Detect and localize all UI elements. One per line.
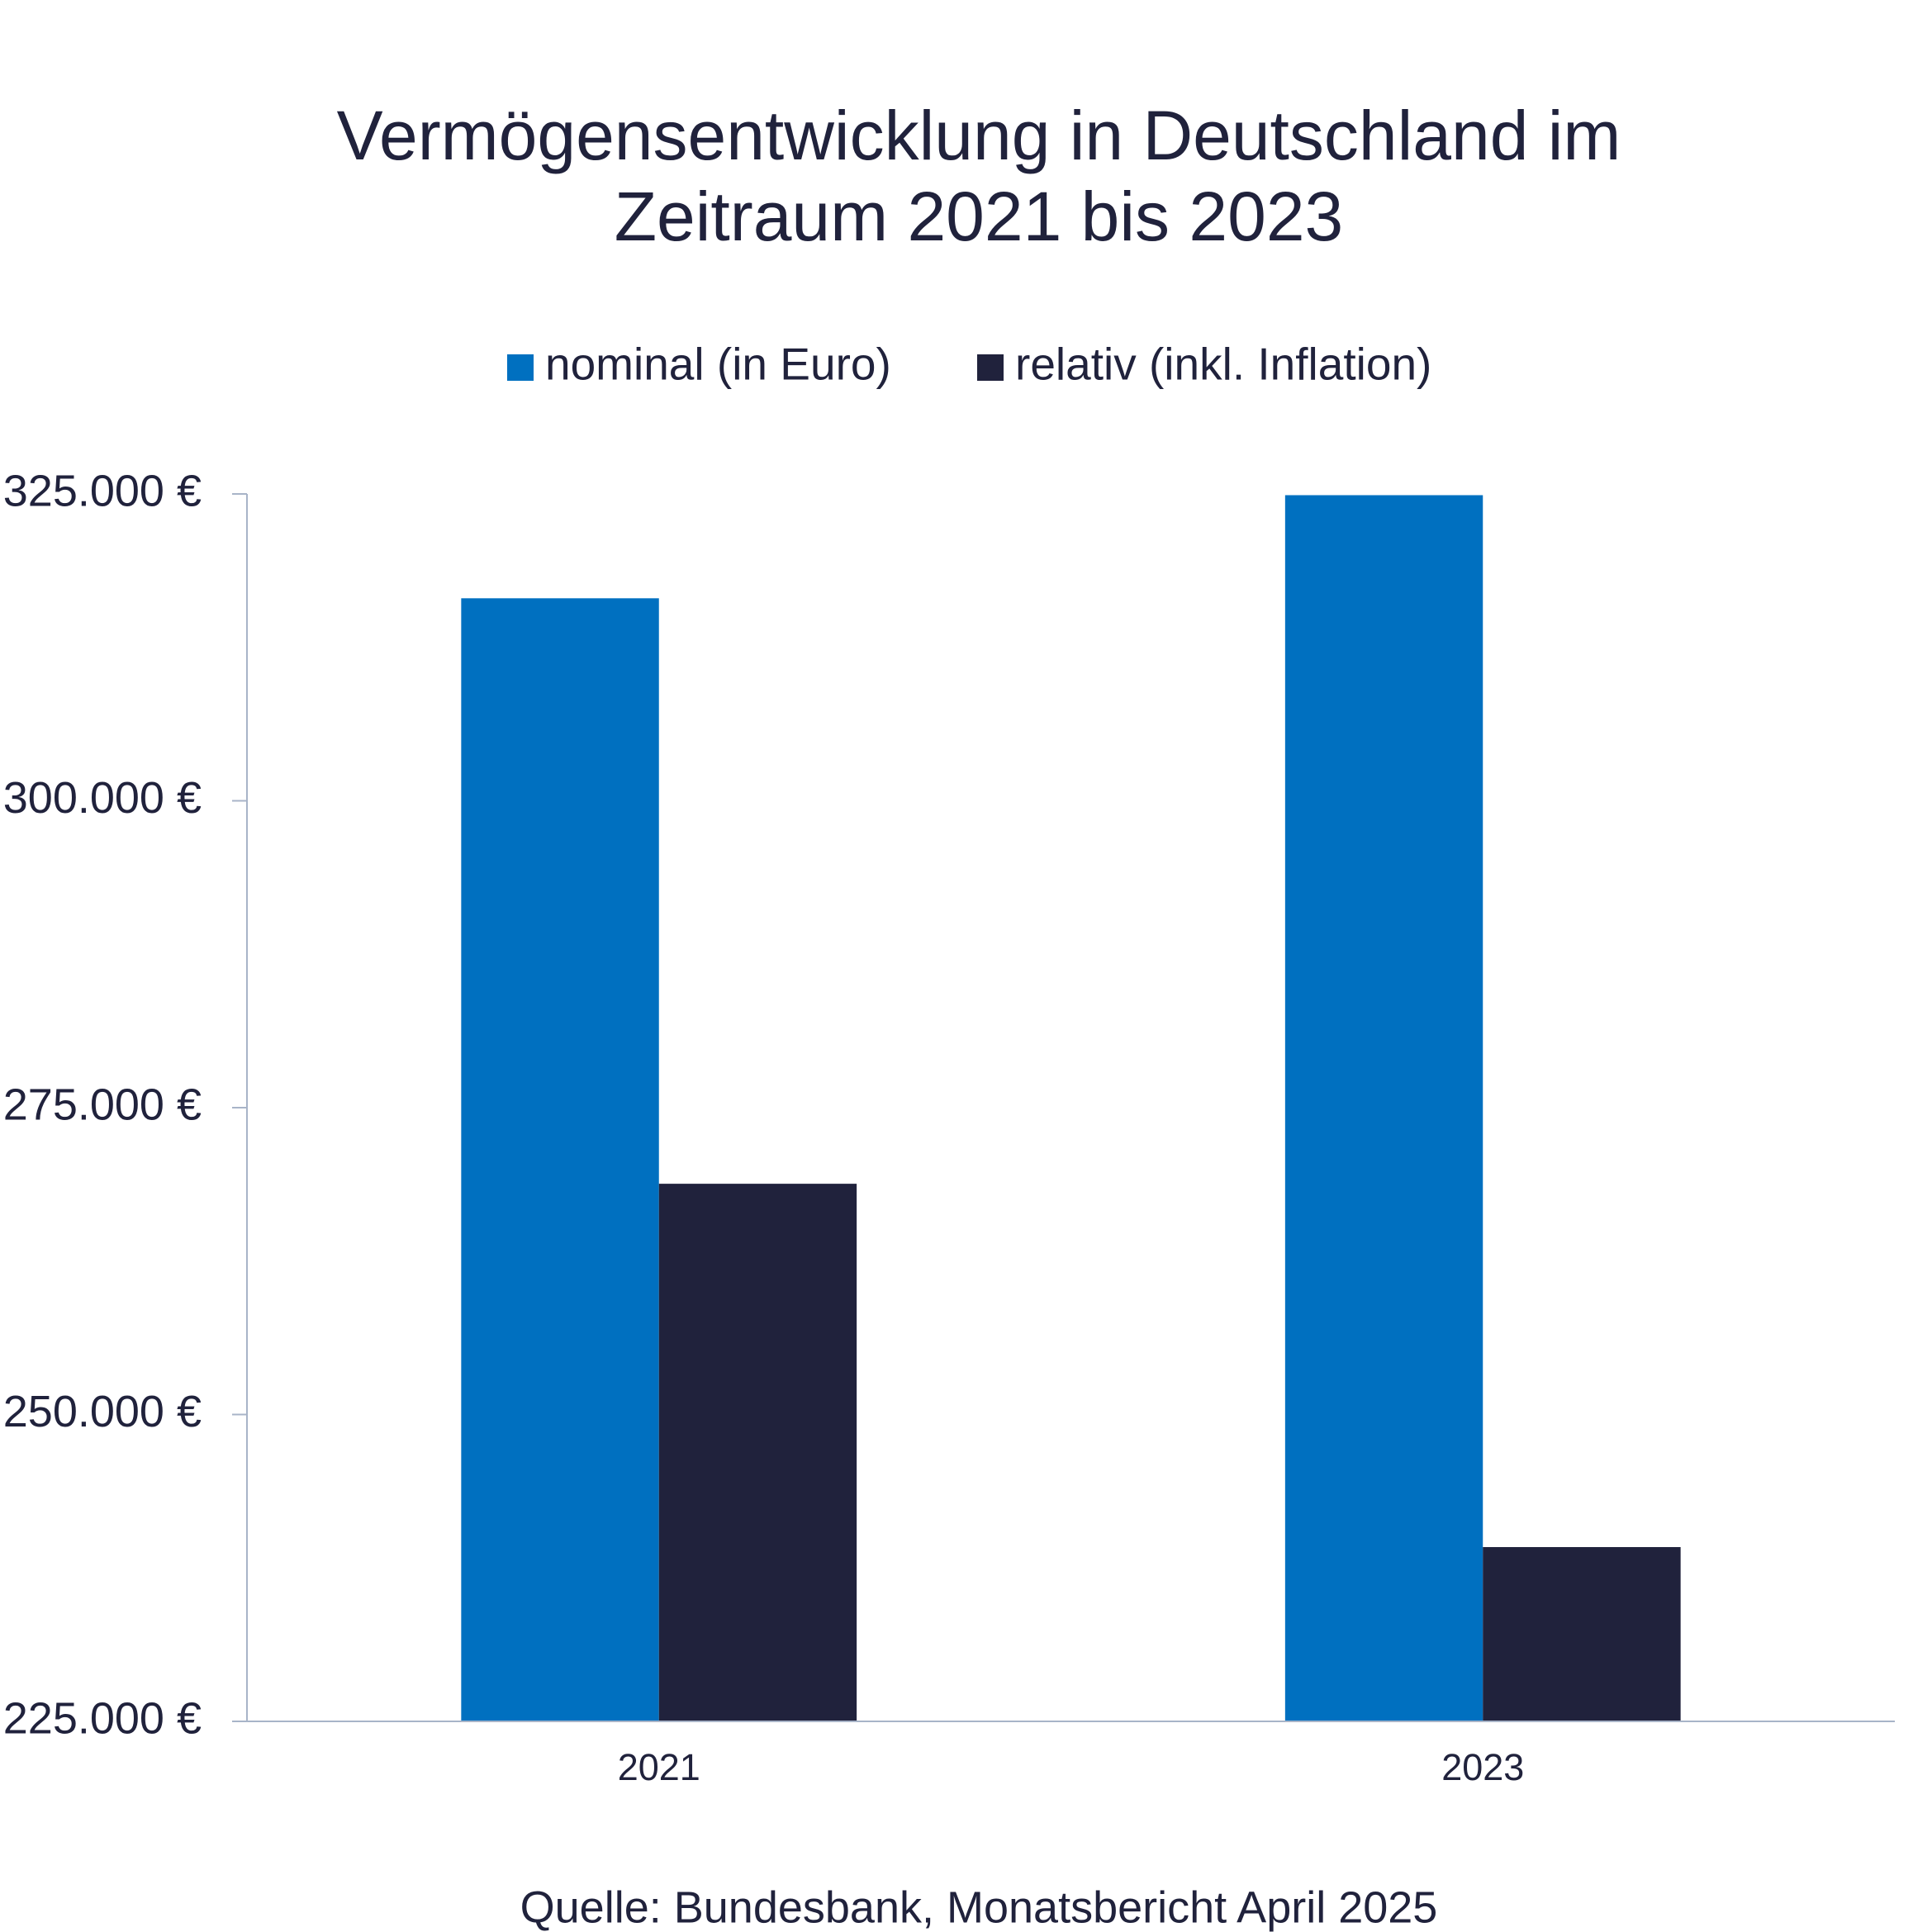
y-tick-label: 300.000 € [3,773,202,823]
bar [461,598,659,1721]
bar [1483,1546,1681,1721]
legend-label: relativ (inkl. Inflation) [1015,339,1431,390]
y-tick-label: 325.000 € [3,466,202,515]
y-tick-label: 250.000 € [3,1387,202,1436]
legend-swatch [977,354,1004,381]
x-tick-label: 2023 [1441,1746,1524,1788]
x-tick-label: 2021 [618,1746,700,1788]
bar [658,1184,857,1721]
legend-swatch [507,354,534,381]
chart-title: Zeitraum 2021 bis 2023 [615,178,1344,255]
chart-title: Vermögensentwicklung in Deutschland im [337,97,1621,174]
legend-label: nominal (in Euro) [545,339,891,390]
y-tick-label: 225.000 € [3,1693,202,1743]
source-note: Quelle: Bundesbank, Monatsbericht April … [520,1882,1438,1932]
bar [1284,495,1483,1721]
y-tick-label: 275.000 € [3,1080,202,1129]
